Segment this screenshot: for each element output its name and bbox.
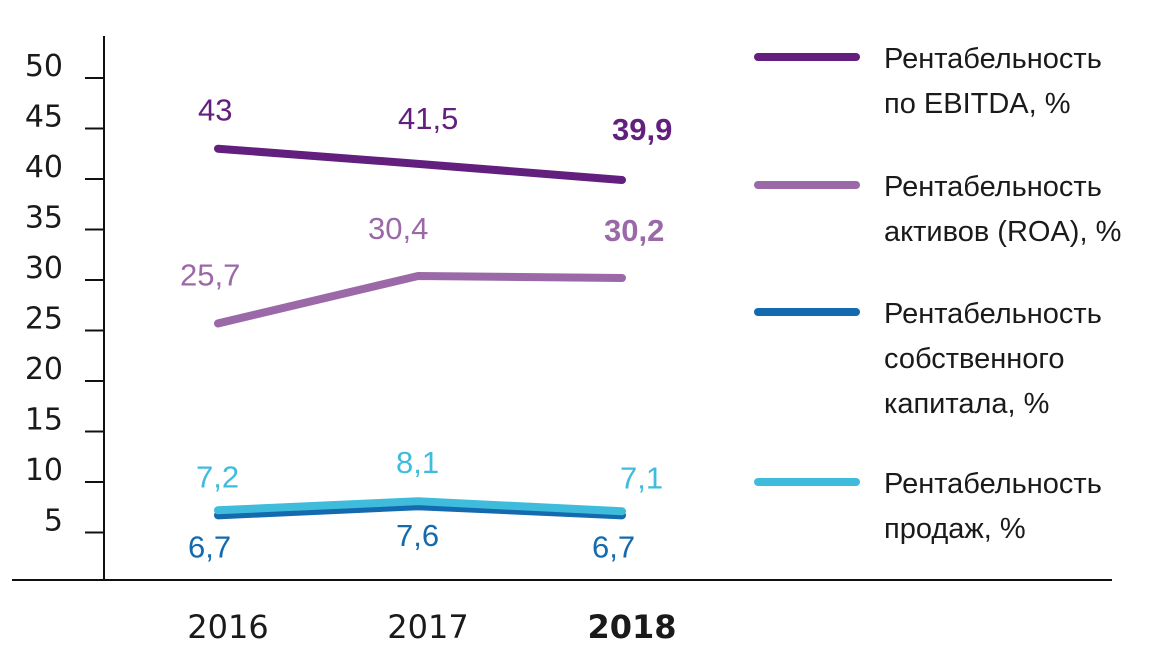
data-label: 7,2	[196, 459, 239, 494]
data-label: 41,5	[398, 101, 458, 136]
y-tick-label: 50	[25, 49, 63, 84]
legend-label: Рентабельность	[884, 171, 1102, 203]
series-line	[214, 497, 626, 516]
x-ticks: 2016 2017 2018	[187, 608, 676, 646]
data-label: 8,1	[396, 445, 439, 480]
y-tick-label: 5	[44, 504, 63, 539]
legend-label: Рентабельность	[884, 468, 1102, 500]
x-tick-label: 2018	[587, 608, 676, 646]
y-tick-label: 30	[25, 251, 63, 286]
data-label: 7,1	[620, 460, 663, 495]
y-tick-label: 25	[25, 302, 63, 337]
legend-label: продаж, %	[884, 513, 1026, 545]
x-tick-label: 2016	[187, 608, 268, 646]
y-tick-label: 35	[25, 201, 63, 236]
axes	[12, 36, 1112, 581]
legend-item: Рентабельность по EBITDA, %	[754, 43, 1102, 120]
data-label: 6,7	[188, 529, 231, 564]
data-label: 30,2	[604, 213, 664, 248]
y-ticks: 5 10 15 20 25 30 35 40 45 50	[25, 49, 104, 539]
legend-label: по EBITDA, %	[884, 88, 1071, 120]
legend-label: собственного	[884, 343, 1064, 375]
data-label: 7,6	[396, 518, 439, 553]
series-line	[214, 144, 626, 185]
legend-item: Рентабельность собственного капитала, %	[754, 298, 1102, 420]
series-line	[214, 271, 626, 328]
series-line	[214, 502, 626, 520]
y-tick-label: 20	[25, 352, 63, 387]
legend-item: Рентабельность активов (ROA), %	[754, 171, 1121, 248]
x-tick-label: 2017	[387, 608, 468, 646]
data-label: 43	[198, 93, 232, 128]
legend-label: капитала, %	[884, 388, 1049, 420]
legend-label: активов (ROA), %	[884, 216, 1121, 248]
y-tick-label: 10	[25, 453, 63, 488]
data-label: 39,9	[612, 112, 672, 147]
y-tick-label: 45	[25, 100, 63, 135]
y-tick-label: 40	[25, 150, 63, 185]
data-label: 25,7	[180, 257, 240, 292]
legend-label: Рентабельность	[884, 43, 1102, 75]
series-lines	[214, 144, 626, 520]
data-label: 6,7	[592, 529, 635, 564]
data-labels: 43 41,5 39,9 25,7 30,4 30,2 6,7 7,6 6,7 7,2 8,1 7,1	[180, 93, 672, 565]
legend-label: Рентабельность	[884, 298, 1102, 330]
data-label: 30,4	[368, 211, 428, 246]
y-tick-label: 15	[25, 403, 63, 438]
legend-item: Рентабельность продаж, %	[754, 468, 1102, 545]
